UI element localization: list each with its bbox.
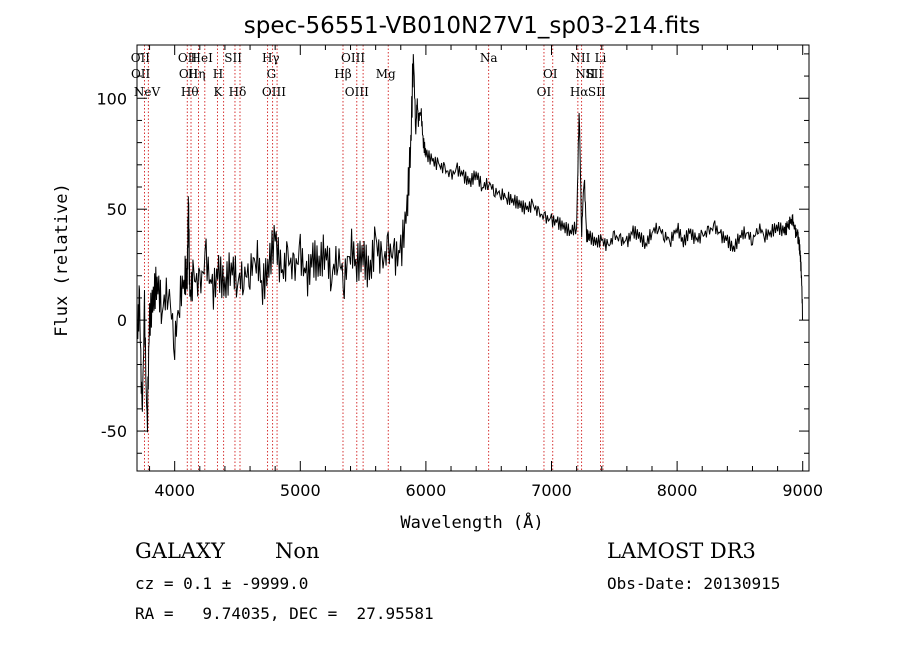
plot-frame bbox=[136, 44, 810, 472]
object-class: GALAXY bbox=[135, 539, 226, 563]
line-marker-label: OIII bbox=[341, 51, 365, 65]
line-marker-label: Hθ bbox=[181, 85, 199, 99]
line-marker-label: OII bbox=[131, 51, 151, 65]
obs-date: Obs-Date: 20130915 bbox=[607, 574, 780, 593]
line-marker-label: NII bbox=[570, 51, 590, 65]
redshift-line: cz = 0.1 ± -9999.0 bbox=[135, 574, 308, 593]
line-marker-label: OII bbox=[178, 51, 198, 65]
line-marker-label: OI bbox=[537, 85, 552, 99]
line-marker-label: OIII bbox=[262, 85, 286, 99]
x-tick-label: 6000 bbox=[406, 481, 447, 500]
line-marker-label: OI bbox=[543, 67, 558, 81]
y-axis-label: Flux (relative) bbox=[52, 183, 72, 337]
line-marker-label: Li bbox=[595, 51, 607, 65]
line-marker-label: H bbox=[213, 67, 223, 81]
x-tick-label: 5000 bbox=[280, 481, 321, 500]
line-marker-label: Hα bbox=[570, 85, 589, 99]
x-axis-ticks: 4000 5000 6000 7000 8000 9000 bbox=[149, 45, 823, 500]
line-marker-label: G bbox=[267, 67, 277, 81]
line-marker-label: Mg bbox=[376, 67, 396, 81]
x-tick-label: 4000 bbox=[154, 481, 195, 500]
y-axis-ticks: -50 0 50 100 bbox=[96, 53, 809, 454]
line-marker-label: OII bbox=[131, 67, 151, 81]
line-marker-label: Hβ bbox=[334, 67, 351, 81]
line-marker-label: OII bbox=[179, 67, 199, 81]
line-marker-label: Hδ bbox=[229, 85, 247, 99]
line-marker-label: Hγ bbox=[262, 51, 280, 65]
line-marker-label: HeI bbox=[191, 51, 214, 65]
marker-labels: NeVOIIOIIOIIOIIHηHθHeIHKSIIHδHγGOIIIOIII… bbox=[131, 51, 607, 99]
x-axis-label: Wavelength (Å) bbox=[400, 511, 543, 533]
spectrum-line bbox=[136, 54, 804, 433]
y-tick-label: 0 bbox=[117, 311, 127, 330]
y-tick-label: 100 bbox=[96, 89, 127, 108]
survey-name: LAMOST DR3 bbox=[607, 539, 756, 563]
series-group bbox=[136, 54, 804, 433]
line-marker-label: SII bbox=[224, 51, 242, 65]
coordinates: RA = 9.74035, DEC = 27.95581 bbox=[135, 604, 434, 623]
line-marker-label: NeV bbox=[134, 85, 161, 99]
line-marker-label: Hη bbox=[188, 67, 206, 81]
x-tick-label: 8000 bbox=[657, 481, 698, 500]
line-marker-label: K bbox=[214, 85, 224, 99]
y-tick-label: 50 bbox=[107, 200, 127, 219]
x-tick-label: 7000 bbox=[531, 481, 572, 500]
x-tick-label: 9000 bbox=[782, 481, 823, 500]
subclass: Non bbox=[275, 539, 320, 563]
line-marker-label: SII bbox=[585, 67, 603, 81]
line-marker-label: NII bbox=[575, 67, 595, 81]
chart-title: spec-56551-VB010N27V1_sp03-214.fits bbox=[244, 13, 700, 39]
line-marker-label: Na bbox=[480, 51, 498, 65]
y-tick-label: -50 bbox=[101, 422, 127, 441]
marker-lines bbox=[144, 45, 604, 471]
line-marker-label: SII bbox=[588, 85, 606, 99]
line-marker-label: OIII bbox=[345, 85, 369, 99]
